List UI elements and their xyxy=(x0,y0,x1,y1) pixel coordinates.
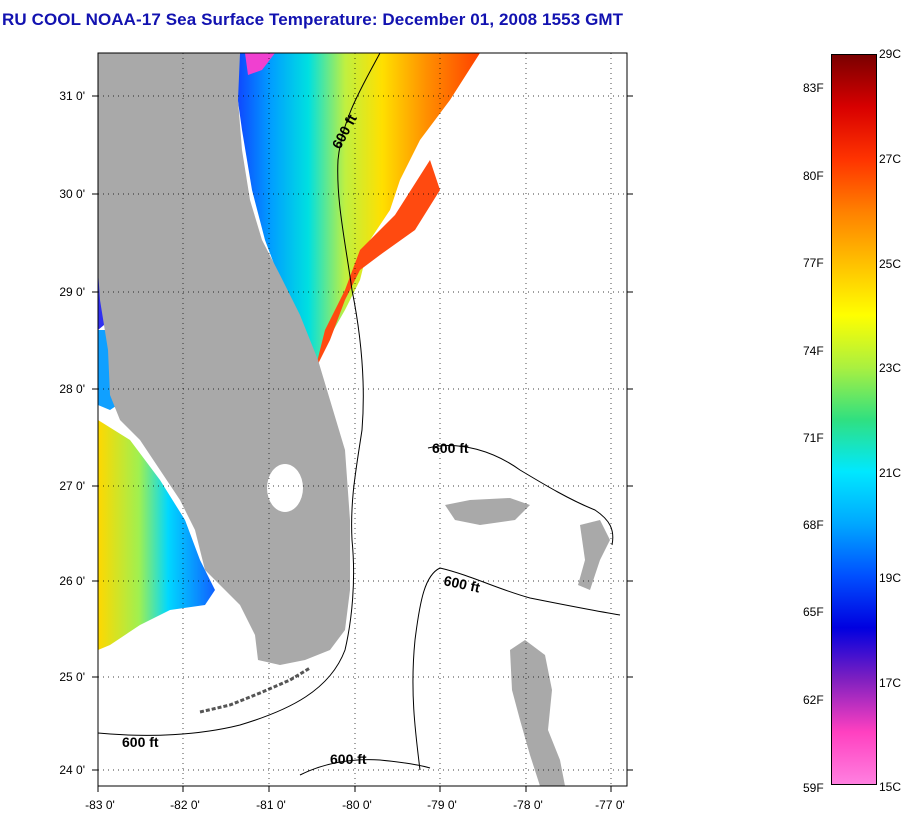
contour-label: 600 ft xyxy=(432,440,469,456)
lon-tick-label: -77 0' xyxy=(595,798,625,812)
colorbar-f-label: 74F xyxy=(803,344,824,358)
colorbar-f-label: 71F xyxy=(803,431,824,445)
contour-label: 600 ft xyxy=(330,751,367,767)
colorbar-f-label: 80F xyxy=(803,169,824,183)
colorbar-f-label: 77F xyxy=(803,256,824,270)
colorbar-f-label: 68F xyxy=(803,518,824,532)
colorbar-c-label: 19C xyxy=(879,571,902,585)
lat-tick-label: 31 0' xyxy=(59,89,85,103)
colorbar-c-label: 17C xyxy=(879,676,902,690)
colorbar-f-label: 59F xyxy=(803,781,824,795)
land-andros xyxy=(510,640,565,786)
lat-tick-label: 30 0' xyxy=(59,187,85,201)
contour-label: 600 ft xyxy=(442,572,481,595)
lon-tick-label: -81 0' xyxy=(256,798,286,812)
lat-axis-labels: 31 0' 30 0' 29 0' 28 0' 27 0' 26 0' 25 0… xyxy=(59,89,85,777)
lon-axis-labels: -83 0' -82 0' -81 0' -80 0' -79 0' -78 0… xyxy=(85,798,625,812)
lon-tick-label: -80 0' xyxy=(342,798,372,812)
lake-okeechobee xyxy=(267,464,303,512)
colorbar-c-label: 15C xyxy=(879,780,902,794)
sst-gulf-field xyxy=(98,420,215,650)
lon-tick-label: -79 0' xyxy=(427,798,457,812)
lat-tick-label: 24 0' xyxy=(59,763,85,777)
colorbar-c-label: 23C xyxy=(879,361,902,375)
sst-inshore-magenta xyxy=(245,53,275,75)
lat-tick-label: 27 0' xyxy=(59,479,85,493)
lat-tick-label: 29 0' xyxy=(59,285,85,299)
tick-marks xyxy=(92,95,633,792)
land-grand-bahama xyxy=(445,498,530,525)
land-abaco xyxy=(578,520,610,590)
color-scale-bar xyxy=(831,54,877,785)
colorbar-c-label: 29C xyxy=(879,47,902,61)
colorbar-c-label: 21C xyxy=(879,466,902,480)
lon-tick-label: -83 0' xyxy=(85,798,115,812)
colorbar-c-label: 27C xyxy=(879,152,902,166)
lon-tick-label: -82 0' xyxy=(170,798,200,812)
sst-atlantic-field xyxy=(235,53,480,380)
isobath-600ft xyxy=(98,53,621,776)
contour-label: 600 ft xyxy=(122,734,159,750)
colorbar-f-label: 65F xyxy=(803,605,824,619)
gridlines xyxy=(98,53,627,786)
lat-tick-label: 25 0' xyxy=(59,670,85,684)
colorbar-f-label: 62F xyxy=(803,693,824,707)
sst-warm-tongue xyxy=(315,160,440,370)
florida-keys xyxy=(199,666,311,714)
lon-tick-label: -78 0' xyxy=(513,798,543,812)
land-florida xyxy=(98,53,350,665)
colorbar-c-label: 25C xyxy=(879,257,902,271)
lat-tick-label: 28 0' xyxy=(59,382,85,396)
lat-tick-label: 26 0' xyxy=(59,574,85,588)
map-frame xyxy=(97,52,628,787)
page-title: RU COOL NOAA-17 Sea Surface Temperature:… xyxy=(2,10,624,29)
colorbar-f-label: 83F xyxy=(803,81,824,95)
